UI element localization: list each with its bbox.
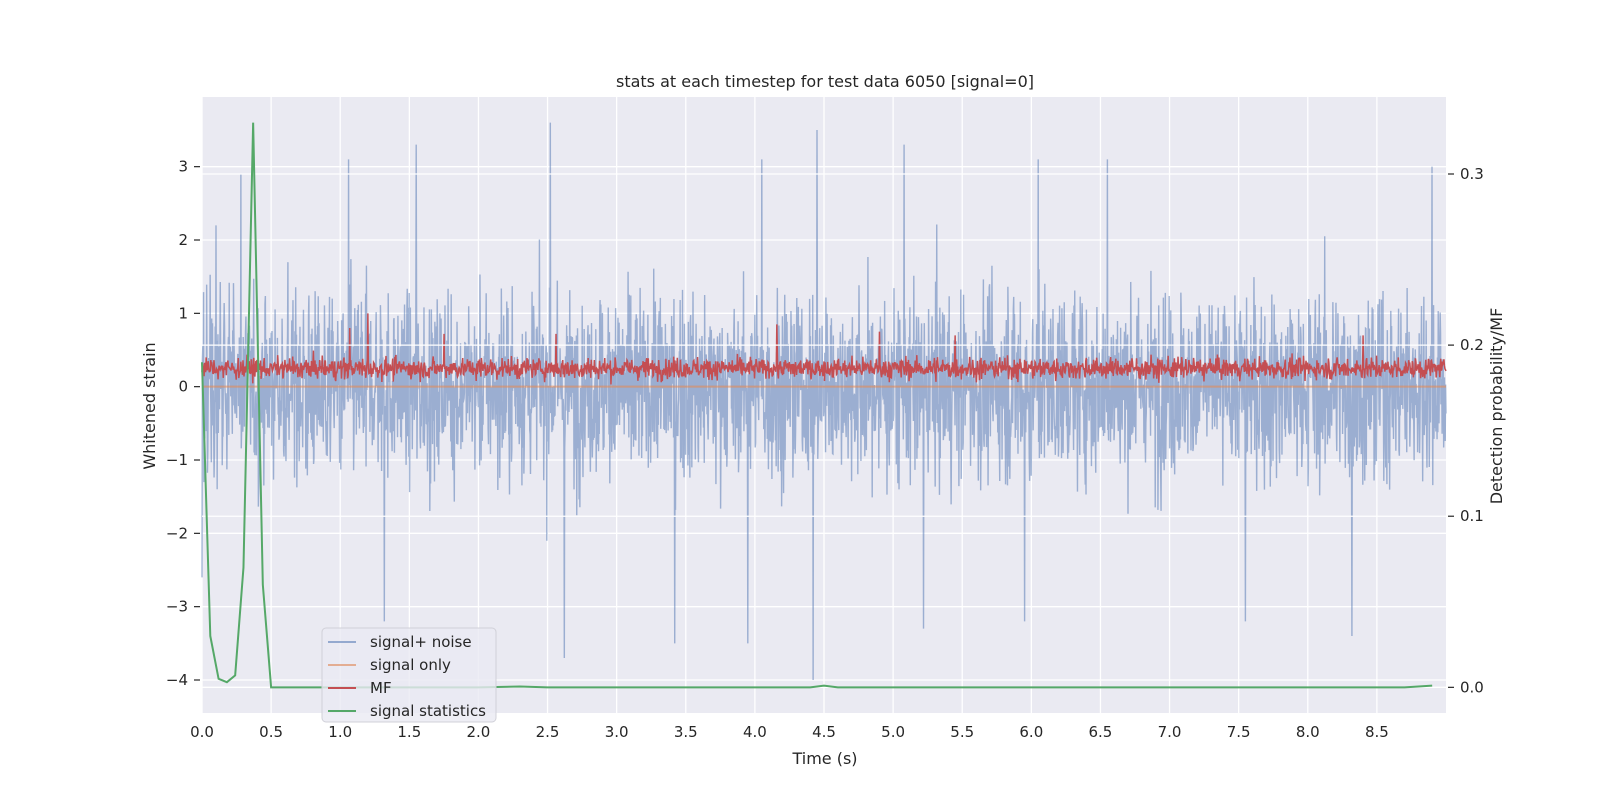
series-signal-noise xyxy=(201,122,1447,681)
x-tick-label: 1.5 xyxy=(397,723,421,741)
x-tick-label: 7.5 xyxy=(1227,723,1251,741)
x-tick-label: 4.0 xyxy=(743,723,767,741)
x-tick-label: 8.5 xyxy=(1365,723,1389,741)
series-signal-statistics xyxy=(201,122,1433,689)
y-tick-label: 2 xyxy=(178,231,188,249)
legend-box xyxy=(321,627,497,723)
x-tick-label: 0.0 xyxy=(190,723,214,741)
x-tick-label: 7.0 xyxy=(1158,723,1182,741)
series-mf xyxy=(201,313,1447,385)
legend-label: signal statistics xyxy=(370,702,486,720)
x-tick-label: 3.0 xyxy=(605,723,629,741)
x-tick-label: 5.0 xyxy=(881,723,905,741)
x-tick-label: 6.0 xyxy=(1019,723,1043,741)
x-axis-label: Time (s) xyxy=(791,749,857,768)
y-tick-label: 0 xyxy=(178,378,188,396)
x-tick-label: 4.5 xyxy=(812,723,836,741)
y-tick-label: −1 xyxy=(166,451,188,469)
y-tick-label: −4 xyxy=(166,671,188,689)
y-tick-label: 1 xyxy=(178,304,188,322)
x-tick-label: 8.0 xyxy=(1296,723,1320,741)
legend-label: MF xyxy=(370,679,392,697)
legend-label: signal only xyxy=(370,656,451,674)
y-axis-label: Whitened strain xyxy=(140,342,159,469)
y2-tick-label: 0.2 xyxy=(1460,336,1484,354)
legend-label: signal+ noise xyxy=(370,633,472,651)
y2-axis-label: Detection probability/MF xyxy=(1487,308,1506,505)
x-tick-label: 5.5 xyxy=(950,723,974,741)
chart-title: stats at each timestep for test data 605… xyxy=(616,72,1034,91)
x-tick-label: 2.0 xyxy=(467,723,491,741)
y2-tick-label: 0.1 xyxy=(1460,507,1484,525)
x-tick-label: 0.5 xyxy=(259,723,283,741)
x-tick-label: 2.5 xyxy=(536,723,560,741)
y-tick-label: −2 xyxy=(166,524,188,542)
y2-tick-label: 0.3 xyxy=(1460,165,1484,183)
x-tick-label: 3.5 xyxy=(674,723,698,741)
y-tick-label: 3 xyxy=(178,158,188,176)
x-tick-label: 1.0 xyxy=(328,723,352,741)
x-tick-label: 6.5 xyxy=(1089,723,1113,741)
y2-tick-label: 0.0 xyxy=(1460,678,1484,696)
y-tick-label: −3 xyxy=(166,598,188,616)
